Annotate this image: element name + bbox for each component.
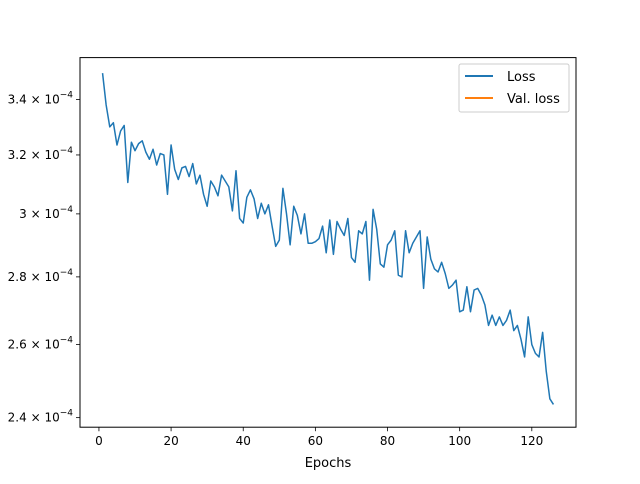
y-tick-label: 3.4 × 10−4 (8, 91, 74, 107)
x-tick-label: 80 (380, 434, 395, 448)
series-line-loss (101, 73, 555, 405)
plot-area (101, 73, 555, 405)
legend-label-val-loss: Val. loss (507, 92, 560, 107)
x-axis-label: Epochs (305, 456, 352, 471)
x-tick-label: 20 (163, 434, 178, 448)
y-tick-label: 3 × 10−4 (19, 205, 73, 221)
y-tick-label: 2.8 × 10−4 (8, 268, 74, 284)
x-axis: 0 20 40 60 80 100 120 (95, 427, 543, 448)
y-axis: 3.4 × 10−4 3.2 × 10−4 3 × 10−4 2.8 × 10−4 2.… (8, 91, 80, 425)
x-tick-label: 120 (520, 434, 543, 448)
y-tick-label: 2.6 × 10−4 (8, 336, 74, 352)
x-tick-label: 0 (95, 434, 103, 448)
axes-frame (79, 57, 577, 428)
x-tick-label: 60 (308, 434, 323, 448)
legend: Loss Val. loss (458, 63, 570, 113)
y-tick-label: 3.2 × 10−4 (8, 146, 74, 162)
y-tick-label: 2.4 × 10−4 (8, 409, 74, 425)
x-tick-label: 40 (236, 434, 251, 448)
legend-label-loss: Loss (507, 70, 536, 85)
x-tick-label: 100 (448, 434, 471, 448)
